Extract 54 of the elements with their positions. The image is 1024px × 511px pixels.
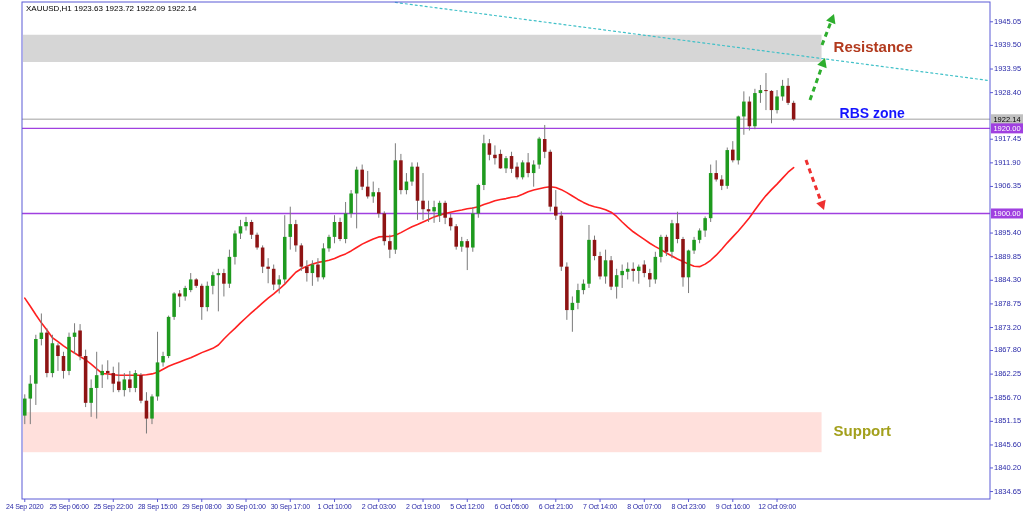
candlestick bbox=[266, 257, 270, 284]
candlestick bbox=[742, 90, 746, 136]
candlestick bbox=[432, 200, 436, 224]
candlestick bbox=[443, 200, 447, 225]
candlestick bbox=[349, 189, 353, 219]
annotation: RBS zone bbox=[839, 105, 906, 122]
band-label: Resistance bbox=[833, 38, 913, 56]
candlestick bbox=[172, 291, 176, 321]
candlestick bbox=[316, 257, 320, 283]
candlestick bbox=[648, 268, 652, 288]
candlestick bbox=[338, 217, 342, 242]
candlestick bbox=[421, 172, 425, 221]
candlestick bbox=[128, 370, 132, 393]
candlestick bbox=[222, 268, 226, 297]
candlestick bbox=[775, 89, 779, 114]
candlestick bbox=[277, 274, 281, 294]
candlestick bbox=[554, 189, 558, 221]
candlestick bbox=[244, 216, 248, 231]
candlestick bbox=[371, 181, 376, 204]
candlestick bbox=[620, 264, 624, 289]
candlestick bbox=[200, 283, 204, 321]
candlestick bbox=[211, 271, 215, 295]
candlestick bbox=[100, 364, 104, 389]
candlestick bbox=[360, 164, 364, 191]
candlestick bbox=[305, 259, 309, 283]
candlestick bbox=[150, 393, 154, 425]
candlestick bbox=[111, 366, 116, 393]
candlestick bbox=[786, 77, 790, 106]
candlestick bbox=[598, 251, 602, 280]
candlestick bbox=[454, 223, 458, 251]
candlestick bbox=[731, 140, 735, 163]
candlestick bbox=[703, 215, 707, 238]
candlestick bbox=[465, 238, 470, 271]
candlestick bbox=[89, 378, 93, 418]
candlestick bbox=[117, 361, 121, 393]
candlestick bbox=[764, 72, 768, 111]
candlestick bbox=[493, 144, 497, 166]
candlestick bbox=[714, 159, 718, 183]
candlestick bbox=[526, 152, 530, 178]
candlestick bbox=[377, 187, 381, 219]
candlestick bbox=[161, 351, 165, 368]
candlestick bbox=[294, 219, 298, 253]
candlestick bbox=[56, 342, 60, 372]
candlestick bbox=[410, 161, 414, 187]
candlestick bbox=[631, 261, 635, 283]
candlestick bbox=[233, 230, 237, 266]
candlestick bbox=[105, 359, 110, 380]
band-label: Support bbox=[833, 422, 892, 440]
candlestick bbox=[659, 234, 663, 263]
candlestick bbox=[388, 234, 392, 259]
candlestick bbox=[636, 264, 641, 285]
candlestick bbox=[576, 283, 580, 310]
chart-title: XAUUSD,H1 1923.63 1923.72 1922.09 1922.14 bbox=[26, 4, 197, 13]
candlestick bbox=[23, 393, 27, 425]
